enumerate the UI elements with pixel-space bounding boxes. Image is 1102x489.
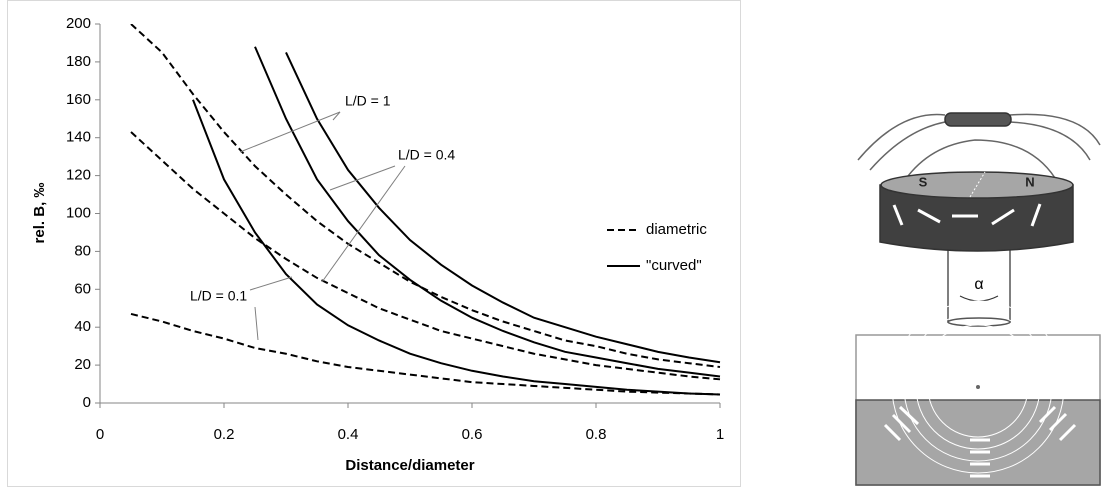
pole-label: N bbox=[1025, 174, 1034, 189]
data-line bbox=[285, 52, 721, 364]
data-line bbox=[130, 312, 721, 396]
y-tick-label: 180 bbox=[66, 53, 91, 70]
x-axis-label: Distance/diameter bbox=[345, 457, 474, 474]
leader-line bbox=[249, 276, 293, 291]
y-tick-label: 0 bbox=[83, 394, 91, 411]
x-tick-label: 0.8 bbox=[586, 426, 607, 443]
x-tick-label: 0.2 bbox=[214, 426, 235, 443]
leader-line bbox=[321, 165, 406, 283]
plot-area bbox=[130, 24, 721, 396]
y-axis-label: rel. B, ‰ bbox=[31, 183, 48, 244]
annotation: L/D = 1 bbox=[345, 93, 391, 109]
y-tick-label: 140 bbox=[66, 129, 91, 146]
chart-frame bbox=[7, 0, 741, 487]
x-tick-label: 1 bbox=[716, 426, 724, 443]
leader-line bbox=[239, 111, 341, 153]
y-tick-label: 40 bbox=[74, 318, 91, 335]
x-tick-label: 0.6 bbox=[462, 426, 483, 443]
magnet-diagram bbox=[855, 112, 1101, 486]
pole-label: S bbox=[919, 174, 928, 189]
data-line bbox=[130, 131, 721, 381]
annotation: L/D = 0.4 bbox=[398, 147, 455, 163]
y-tick-label: 120 bbox=[66, 167, 91, 184]
annotation: L/D = 0.1 bbox=[190, 288, 247, 304]
y-tick-label: 200 bbox=[66, 15, 91, 32]
y-tick-label: 60 bbox=[74, 280, 91, 297]
leader-line bbox=[332, 111, 341, 121]
rotation-label: α bbox=[974, 276, 983, 293]
x-tick-label: 0.4 bbox=[338, 426, 359, 443]
y-tick-label: 160 bbox=[66, 91, 91, 108]
leader-line bbox=[254, 306, 259, 341]
data-line bbox=[254, 46, 721, 378]
leader-line bbox=[329, 165, 396, 191]
y-tick-label: 100 bbox=[66, 204, 91, 221]
y-tick-label: 20 bbox=[74, 356, 91, 373]
legend-label: "curved" bbox=[646, 257, 702, 274]
y-tick-label: 80 bbox=[74, 242, 91, 259]
legend-label: diametric bbox=[646, 221, 707, 238]
data-line bbox=[192, 99, 721, 396]
x-tick-label: 0 bbox=[96, 426, 104, 443]
data-line bbox=[130, 24, 721, 368]
